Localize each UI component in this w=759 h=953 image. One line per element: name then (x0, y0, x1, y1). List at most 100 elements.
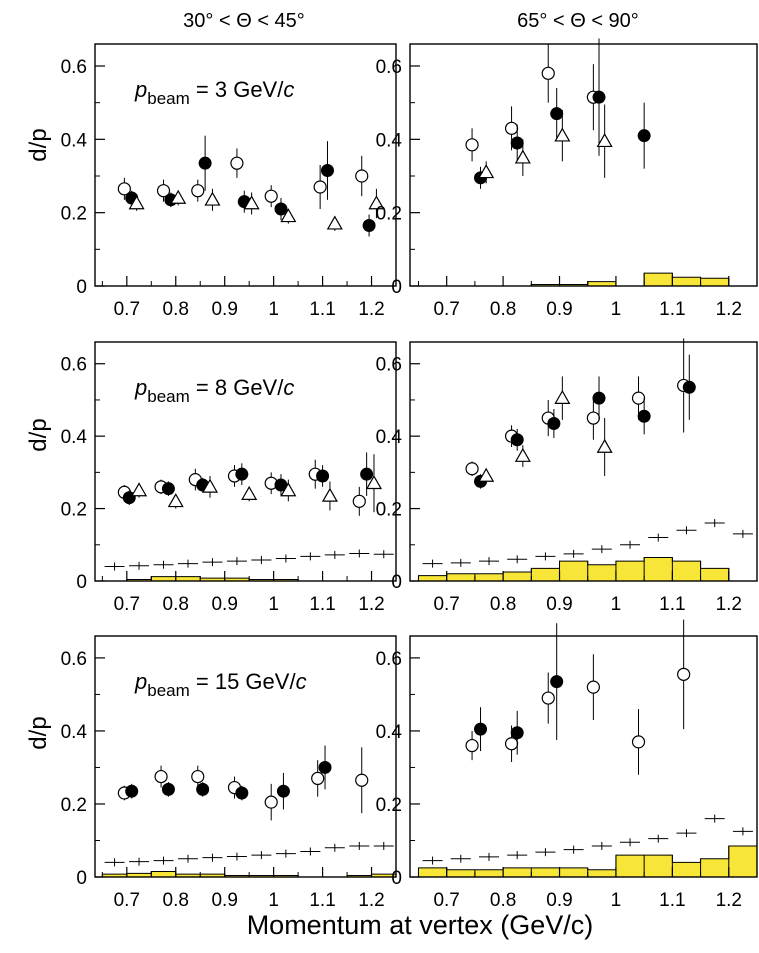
open-circle-point (230, 156, 244, 170)
beam-label-p: p (134, 77, 147, 102)
x-tick-label: 0.9 (546, 594, 572, 615)
y-tick-label: 0 (76, 277, 87, 298)
plot-frame (94, 635, 397, 878)
filled-circle-point (318, 760, 332, 774)
beam-label-value: = 8 GeV/ (190, 375, 284, 400)
filled-circle-point (637, 129, 651, 143)
filled-circle-point (637, 409, 651, 423)
open-circle-point (586, 411, 600, 425)
open-triangle-point (321, 487, 338, 502)
plot-frame (409, 43, 758, 287)
open-circle-point (355, 169, 369, 183)
filled-circle-point (510, 726, 524, 740)
x-tick-label: 0.8 (163, 890, 189, 911)
x-tick-label: 1.2 (716, 299, 742, 320)
x-tick-label: 0.7 (433, 594, 459, 615)
beam-label-sub: beam (147, 681, 190, 700)
x-tick-label: 0.7 (433, 299, 459, 320)
x-tick-label: 0.8 (163, 594, 189, 615)
open-circle-point (631, 735, 646, 749)
panel-bottom-left: 0 0.2 0.4 0.6 0.7 0.8 0.9 1 1.1 1.2 pbeam = 15 GeV… (61, 635, 397, 911)
filled-circle-point (592, 90, 606, 104)
y-tick-label: 0 (76, 868, 87, 889)
open-circle-point (352, 494, 366, 508)
x-tick-label: 1.2 (716, 594, 742, 615)
y-tick-label: 0.2 (376, 795, 402, 816)
column-title-left: 30° < Θ < 45° (183, 10, 305, 32)
open-circle-point (504, 737, 519, 751)
open-triangle-point (241, 485, 258, 500)
y-tick-label: 0.2 (61, 500, 87, 521)
y-tick-label: 0.2 (376, 500, 402, 521)
open-circle-point (117, 182, 131, 196)
open-triangle-point (554, 389, 571, 404)
x-tick-label: 0.9 (546, 299, 572, 320)
x-tick-label: 0.8 (163, 299, 189, 320)
beam-label-value: = 3 GeV/ (190, 77, 284, 102)
x-tick-label: 0.7 (433, 890, 459, 911)
open-triangle-point (131, 482, 148, 497)
y-tick-label: 0.2 (61, 795, 87, 816)
open-circle-point (541, 66, 555, 80)
y-axis-label-row-1: d/p (25, 128, 52, 161)
x-tick-label: 0.9 (211, 890, 237, 911)
filled-circle-point (161, 482, 175, 496)
x-tick-label: 0.7 (114, 594, 140, 615)
open-triangle-point (128, 195, 145, 210)
open-triangle-point (204, 191, 221, 206)
beam-label: pbeam = 15 GeV/c (134, 669, 307, 700)
open-triangle-point (326, 215, 343, 230)
beam-label: pbeam = 3 GeV/c (134, 77, 294, 108)
y-tick-label: 0.4 (376, 427, 403, 448)
beam-label-unit: c (283, 375, 294, 400)
x-tick-label: 1.1 (659, 890, 685, 911)
x-tick-label: 1 (611, 594, 622, 615)
y-tick-label: 0.4 (376, 130, 403, 151)
open-triangle-point (596, 438, 613, 453)
filled-circle-point (547, 416, 561, 430)
beam-label-unit: c (283, 77, 294, 102)
x-tick-label: 1 (268, 594, 279, 615)
y-tick-label: 0.6 (61, 355, 87, 376)
y-tick-label: 0.6 (61, 649, 87, 670)
x-tick-label: 1.2 (358, 299, 384, 320)
x-tick-label: 1.1 (309, 890, 335, 911)
open-circle-point (465, 462, 479, 476)
filled-circle-point (235, 786, 249, 800)
y-tick-label: 0 (391, 572, 402, 593)
y-axis-label-row-2: d/p (25, 418, 52, 451)
beam-label: pbeam = 8 GeV/c (134, 375, 294, 406)
x-tick-label: 1.1 (309, 299, 335, 320)
x-tick-label: 1.1 (309, 594, 335, 615)
filled-circle-point (510, 433, 524, 447)
open-triangle-point (280, 482, 297, 497)
open-triangle-point (514, 447, 531, 462)
beam-label-p: p (134, 669, 147, 694)
x-tick-label: 0.7 (114, 299, 140, 320)
open-circle-point (631, 391, 646, 405)
filled-circle-point (362, 219, 376, 232)
open-triangle-point (167, 493, 184, 508)
filled-circle-point (682, 380, 696, 394)
y-tick-label: 0 (391, 868, 402, 889)
x-tick-label: 1.2 (358, 594, 384, 615)
open-triangle-point (368, 195, 385, 210)
y-tick-label: 0.6 (61, 57, 87, 78)
beam-label-unit: c (296, 669, 307, 694)
open-triangle-point (170, 189, 187, 204)
filled-circle-point (316, 469, 330, 483)
open-triangle-point (478, 467, 495, 482)
open-triangle-point (478, 164, 495, 179)
y-axis-label-row-3: d/p (25, 716, 52, 749)
column-title-right: 65° < Θ < 90° (517, 10, 639, 32)
filled-circle-point (592, 391, 606, 405)
open-circle-point (586, 680, 600, 694)
plot-frame (94, 43, 397, 287)
filled-circle-point (125, 784, 139, 798)
filled-circle-point (320, 164, 334, 177)
filled-circle-point (550, 675, 564, 689)
panel-middle-right: 0 0.2 0.4 0.6 0.7 0.8 0.9 1 1.1 1.2 (376, 338, 758, 615)
x-tick-label: 1.1 (659, 594, 685, 615)
open-circle-point (264, 795, 278, 809)
